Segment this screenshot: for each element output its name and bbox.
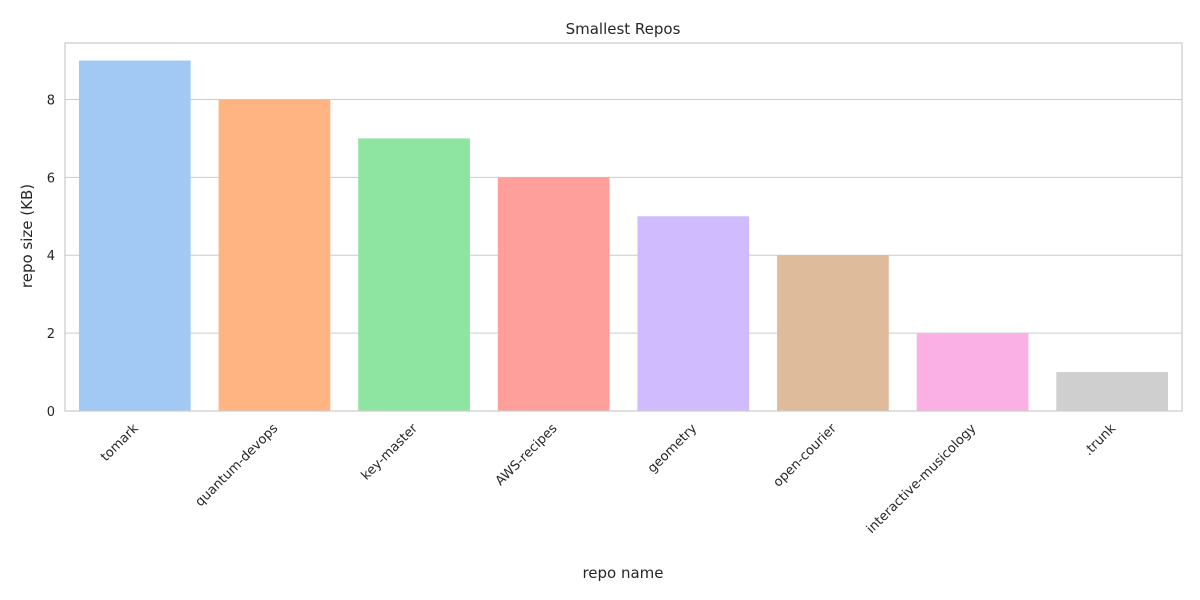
plot-frame (64, 42, 1183, 412)
y-tick-label: 0 (47, 405, 55, 420)
y-tick-label: 8 (47, 93, 55, 108)
x-tick-label: interactive-musicology (864, 421, 980, 537)
y-tick-label: 2 (47, 327, 55, 342)
x-tick-label: key-master (359, 421, 422, 484)
x-tick-label: open-courier (771, 421, 841, 491)
bar-geometry (637, 216, 750, 411)
bar-AWS-recipes (497, 177, 610, 411)
x-axis-label: repo name (582, 564, 663, 582)
x-tick-labels: tomark quantum-devops key-master AWS-recipe… (98, 421, 1119, 537)
y-tick-label: 4 (47, 249, 55, 264)
bar-.trunk (1056, 372, 1169, 411)
bar-open-courier (777, 255, 889, 411)
y-tick-labels: 0 2 4 6 8 (47, 93, 55, 420)
x-tick-label: geometry (645, 421, 700, 476)
chart-title: Smallest Repos (566, 20, 681, 38)
bar-interactive-musicology (916, 333, 1029, 411)
y-tick-label: 6 (47, 171, 55, 186)
x-tick-label: .trunk (1081, 421, 1119, 459)
x-tick-label: tomark (98, 421, 142, 465)
y-axis-label: repo size (KB) (18, 184, 36, 288)
x-tick-label: quantum-devops (193, 421, 282, 510)
bars (78, 60, 1169, 412)
bar-quantum-devops (218, 99, 331, 411)
bar-key-master (358, 138, 470, 411)
bar-tomark (78, 60, 191, 412)
x-tick-label: AWS-recipes (493, 421, 561, 489)
